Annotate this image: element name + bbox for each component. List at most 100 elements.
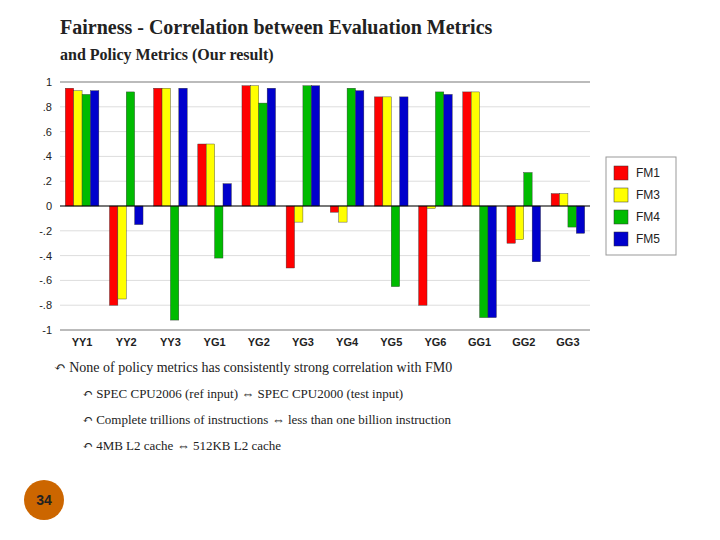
- bar: [339, 206, 347, 222]
- bar: [330, 206, 338, 212]
- bar: [568, 206, 576, 227]
- x-tick-label: YG5: [380, 336, 402, 348]
- bar: [303, 86, 311, 206]
- bar: [383, 97, 391, 206]
- bar: [250, 86, 258, 206]
- legend-swatch: [614, 210, 628, 224]
- bar: [532, 206, 540, 262]
- y-tick-label: -.4: [39, 250, 52, 262]
- bar: [242, 86, 250, 206]
- top-frame-line: [60, 82, 590, 83]
- bar: [82, 94, 90, 206]
- bar: [488, 206, 496, 318]
- y-grid: [60, 82, 590, 330]
- y-axis: -1-.8-.6-.4-.20.2.4.6.81: [39, 76, 52, 336]
- bar: [118, 206, 126, 299]
- slide-badge: [24, 480, 64, 520]
- y-tick-label: 0: [46, 200, 52, 212]
- legend-label: FM4: [636, 210, 660, 224]
- legend-swatch: [614, 232, 628, 246]
- bar: [170, 206, 178, 320]
- bar: [267, 88, 275, 206]
- subtitle: and Policy Metrics (Our result): [60, 46, 274, 64]
- y-tick-label: .4: [43, 150, 52, 162]
- grid-line: [60, 181, 590, 182]
- y-tick-label: .6: [43, 126, 52, 138]
- legend: FM1FM3FM4FM5: [606, 157, 676, 255]
- y-tick-label: -.2: [39, 225, 52, 237]
- annotations: ↶ None of policy metrics has consistentl…: [24, 360, 452, 520]
- bar: [259, 103, 267, 206]
- x-tick-label: GG3: [556, 336, 579, 348]
- bar: [400, 97, 408, 206]
- x-tick-label: YG2: [248, 336, 270, 348]
- x-tick-label: YY2: [116, 336, 137, 348]
- bar: [374, 97, 382, 206]
- grid-line: [60, 280, 590, 281]
- x-tick-label: YG4: [336, 336, 359, 348]
- annotation: ↶ SPEC CPU2006 (ref input) ⇔ SPEC CPU200…: [82, 386, 403, 401]
- bar: [295, 206, 303, 222]
- x-tick-label: YG1: [204, 336, 226, 348]
- x-axis: YY1 YY2 YY3 YG1 YG2 YG3 YG4 YG5 YG6 GG1 GG2 GG3: [72, 336, 580, 348]
- y-tick-label: -.6: [39, 274, 52, 286]
- x-axis-line: [60, 330, 590, 331]
- bar: [109, 206, 117, 305]
- bar: [515, 206, 523, 239]
- bar: [355, 91, 363, 206]
- legend-box: [606, 157, 676, 255]
- bar: [215, 206, 223, 258]
- legend-label: FM3: [636, 188, 660, 202]
- annotation: ↶ None of policy metrics has consistentl…: [54, 360, 452, 375]
- bar: [65, 88, 73, 206]
- chart: Fairness - Correlation between Evaluatio…: [0, 0, 720, 540]
- grid-line: [60, 82, 590, 83]
- x-tick-label: GG1: [468, 336, 491, 348]
- bar: [311, 86, 319, 206]
- title: Fairness - Correlation between Evaluatio…: [60, 16, 493, 38]
- bar: [135, 206, 143, 225]
- bar: [435, 92, 443, 206]
- bar: [480, 206, 488, 318]
- bar: [524, 173, 532, 206]
- bar: [471, 92, 479, 206]
- bar: [419, 206, 427, 305]
- bar: [154, 88, 162, 206]
- annotation: ↶ Complete trillions of instructions ⇔ l…: [82, 412, 452, 427]
- slide-number: 34: [36, 492, 52, 508]
- x-tick-label: YY1: [72, 336, 93, 348]
- grid-line: [60, 156, 590, 157]
- bar: [90, 91, 98, 206]
- x-tick-label: YY3: [160, 336, 181, 348]
- bar: [576, 206, 584, 233]
- background: [0, 0, 720, 540]
- bar: [551, 194, 559, 206]
- x-tick-label: GG2: [512, 336, 535, 348]
- bar: [286, 206, 294, 268]
- annotation: ↶ 4MB L2 cache ⇔ 512KB L2 cache: [82, 438, 281, 453]
- legend-swatch: [614, 166, 628, 180]
- bar: [74, 91, 82, 206]
- bar: [463, 92, 471, 206]
- legend-label: FM5: [636, 232, 660, 246]
- bar: [162, 88, 170, 206]
- bar: [179, 88, 187, 206]
- grid-line: [60, 305, 590, 306]
- grid-line: [60, 131, 590, 132]
- y-tick-label: .2: [43, 175, 52, 187]
- x-tick-label: YG3: [292, 336, 314, 348]
- x-tick-label: YG6: [424, 336, 446, 348]
- grid-line: [60, 330, 590, 331]
- bar: [507, 206, 515, 243]
- bar: [347, 88, 355, 206]
- bar: [391, 206, 399, 287]
- bar: [444, 94, 452, 206]
- y-tick-label: -1: [42, 324, 52, 336]
- bar: [126, 92, 134, 206]
- legend-swatch: [614, 188, 628, 202]
- y-tick-label: 1: [46, 76, 52, 88]
- bar: [206, 144, 214, 206]
- grid-line: [60, 255, 590, 256]
- bar: [560, 194, 568, 206]
- bars: [65, 86, 584, 320]
